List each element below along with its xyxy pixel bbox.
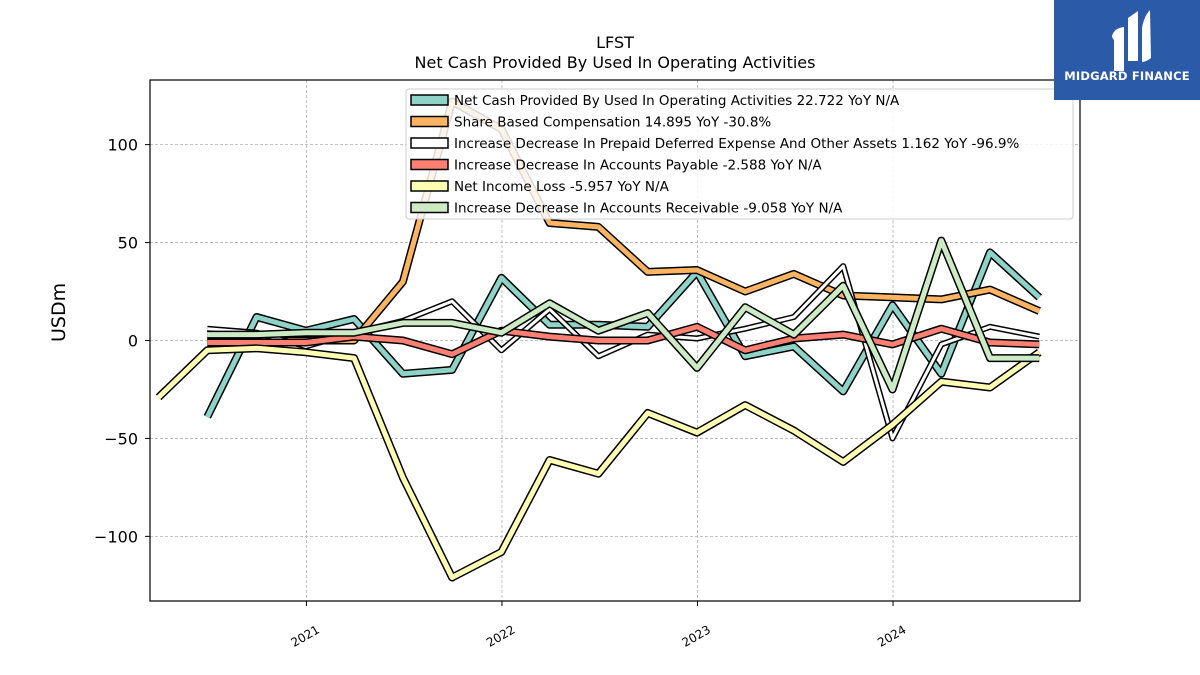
y-tick-label: 0 [128,332,138,351]
legend-label: Share Based Compensation 14.895 YoY -30.… [454,115,771,131]
x-tick-label: 2022 [484,622,517,649]
x-tick-label: 2023 [680,622,713,649]
series-lines [155,97,1042,582]
legend-label: Net Income Loss -5.957 YoY N/A [454,179,670,195]
y-tick-label: −50 [104,429,138,448]
y-tick-label: 100 [107,136,138,155]
legend-label: Net Cash Provided By Used In Operating A… [454,93,900,109]
legend-box [405,88,1074,220]
brand-name: MIDGARD FINANCE [1064,69,1190,83]
x-tick-label: 2024 [875,622,908,649]
legend-swatch [410,115,449,128]
legend: Net Cash Provided By Used In Operating A… [405,88,1074,220]
legend-swatch [410,201,449,214]
x-tick-label: 2021 [288,622,321,649]
legend-swatch [410,137,449,149]
legend-label: Increase Decrease In Prepaid Deferred Ex… [454,136,1019,152]
series-line [207,324,1040,357]
series-line [207,238,1040,392]
legend-swatch [410,180,449,192]
legend-label: Increase Decrease In Accounts Receivable… [454,201,843,217]
series-outline [155,344,1042,582]
chart-title: LFST [596,33,634,52]
legend-swatch [410,158,449,171]
y-tick-label: 50 [118,234,138,253]
chart-subtitle: Net Cash Provided By Used In Operating A… [414,53,816,72]
legend-swatch [410,94,449,106]
series-line [156,345,1041,580]
midgard-logo-icon [1112,10,1151,71]
legend-label: Increase Decrease In Accounts Payable -2… [454,158,822,174]
y-tick-label: −100 [94,527,138,546]
brand-logo: MIDGARD FINANCE [1054,0,1200,100]
plot-frame [149,79,1081,602]
